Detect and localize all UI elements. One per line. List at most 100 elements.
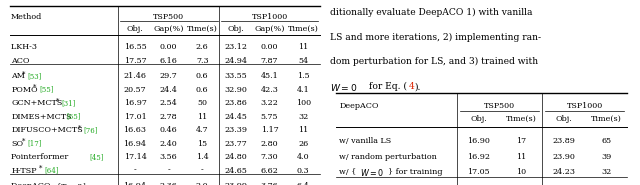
Text: 11: 11: [516, 153, 526, 161]
Text: 24.65: 24.65: [225, 167, 248, 175]
Text: *: *: [22, 138, 26, 146]
Text: 16.92: 16.92: [467, 153, 490, 161]
Text: POMO: POMO: [11, 86, 38, 94]
Text: 65: 65: [601, 137, 611, 145]
Text: 3.56: 3.56: [160, 153, 177, 161]
Text: 24.94: 24.94: [225, 57, 248, 65]
Text: *: *: [78, 124, 81, 132]
Text: Pointerformer: Pointerformer: [11, 153, 71, 161]
Text: 23.89: 23.89: [552, 137, 575, 145]
Text: $W = 0$: $W = 0$: [360, 167, 384, 178]
Text: 4.7: 4.7: [196, 126, 209, 134]
Text: TSP500: TSP500: [153, 13, 184, 21]
Text: 23.77: 23.77: [225, 140, 247, 148]
Text: 11: 11: [298, 43, 308, 51]
Text: 16.90: 16.90: [467, 137, 490, 145]
Text: Gap(%): Gap(%): [254, 24, 285, 33]
Text: 2.78: 2.78: [160, 113, 177, 121]
Text: 23.86: 23.86: [225, 99, 248, 107]
Text: 1.17: 1.17: [260, 126, 278, 134]
Text: Time(s): Time(s): [187, 24, 218, 33]
Text: 2.36: 2.36: [160, 182, 177, 185]
Text: 16.94: 16.94: [124, 140, 147, 148]
Text: 0.3: 0.3: [297, 167, 310, 175]
Text: [64]: [64]: [45, 167, 59, 175]
Text: 17.05: 17.05: [467, 168, 490, 176]
Text: 6.4: 6.4: [297, 182, 310, 185]
Text: 2.0: 2.0: [196, 182, 209, 185]
Text: 17.57: 17.57: [124, 57, 147, 65]
Text: Obj.: Obj.: [127, 24, 143, 33]
Text: 17.01: 17.01: [124, 113, 147, 121]
Text: Obj.: Obj.: [470, 115, 487, 123]
Text: [76]: [76]: [83, 126, 98, 134]
Text: 45.1: 45.1: [260, 72, 278, 80]
Text: 32.90: 32.90: [225, 86, 248, 94]
Text: AM: AM: [11, 72, 25, 80]
Text: ditionally evaluate DeepACO 1) with vanilla: ditionally evaluate DeepACO 1) with vani…: [330, 7, 532, 16]
Text: 6.62: 6.62: [260, 167, 278, 175]
Text: 50: 50: [197, 99, 207, 107]
Text: 4: 4: [409, 82, 415, 91]
Text: *: *: [22, 70, 26, 78]
Text: 2.54: 2.54: [160, 99, 177, 107]
Text: [17]: [17]: [28, 140, 42, 148]
Text: DeepACO: DeepACO: [339, 102, 379, 110]
Text: 6.16: 6.16: [160, 57, 177, 65]
Text: [45]: [45]: [89, 153, 104, 161]
Text: $W = 0$: $W = 0$: [330, 82, 357, 93]
Text: 24.80: 24.80: [225, 153, 247, 161]
Text: DIFUSCO+MCTS: DIFUSCO+MCTS: [11, 126, 83, 134]
Text: DeepACO: DeepACO: [11, 182, 53, 185]
Text: LKH-3: LKH-3: [11, 43, 40, 51]
Text: dom perturbation for LS, and 3) trained with: dom perturbation for LS, and 3) trained …: [330, 57, 538, 66]
Text: 15: 15: [197, 140, 207, 148]
Text: 16.63: 16.63: [124, 126, 147, 134]
Text: *: *: [56, 97, 59, 105]
Text: 23.12: 23.12: [225, 43, 248, 51]
Text: for Eq. (: for Eq. (: [366, 82, 407, 91]
Text: 2.6: 2.6: [196, 43, 209, 51]
Text: Time(s): Time(s): [591, 115, 621, 123]
Text: 32: 32: [298, 113, 308, 121]
Text: 21.46: 21.46: [124, 72, 147, 80]
Text: 0.00: 0.00: [160, 43, 177, 51]
Text: 5.75: 5.75: [261, 113, 278, 121]
Text: 16.97: 16.97: [124, 99, 147, 107]
Text: TSP1000: TSP1000: [566, 102, 603, 110]
Text: } for training: } for training: [388, 168, 442, 176]
Text: w/ random perturbation: w/ random perturbation: [339, 153, 437, 161]
Text: TSP1000: TSP1000: [252, 13, 288, 21]
Text: [65]: [65]: [67, 113, 81, 121]
Text: SO: SO: [11, 140, 23, 148]
Text: 23.39: 23.39: [225, 126, 248, 134]
Text: LS and more iterations, 2) implementing ran-: LS and more iterations, 2) implementing …: [330, 32, 541, 41]
Text: 23.99: 23.99: [225, 182, 248, 185]
Text: 33.55: 33.55: [225, 72, 247, 80]
Text: TSP500: TSP500: [484, 102, 515, 110]
Text: ).: ).: [415, 82, 421, 91]
Text: 4.1: 4.1: [297, 86, 310, 94]
Text: 24.4: 24.4: [160, 86, 177, 94]
Text: 23.90: 23.90: [552, 153, 575, 161]
Text: 54: 54: [298, 57, 308, 65]
Text: Obj.: Obj.: [555, 115, 572, 123]
Text: DIMES+MCTS: DIMES+MCTS: [11, 113, 72, 121]
Text: 0.00: 0.00: [261, 43, 278, 51]
Text: 3.76: 3.76: [260, 182, 278, 185]
Text: [55]: [55]: [39, 86, 53, 94]
Text: Method: Method: [11, 13, 42, 21]
Text: 24.45: 24.45: [225, 113, 248, 121]
Text: 11: 11: [298, 126, 308, 134]
Text: 11: 11: [197, 113, 207, 121]
Text: 4.0: 4.0: [297, 153, 310, 161]
Text: -: -: [201, 167, 204, 175]
Text: {T = 2}: {T = 2}: [56, 182, 86, 185]
Text: 39: 39: [601, 153, 611, 161]
Text: 16.94: 16.94: [124, 182, 147, 185]
Text: 1.4: 1.4: [196, 153, 209, 161]
Text: *: *: [39, 165, 42, 173]
Text: 29.7: 29.7: [160, 72, 177, 80]
Text: 20.57: 20.57: [124, 86, 147, 94]
Text: ACO: ACO: [11, 57, 29, 65]
